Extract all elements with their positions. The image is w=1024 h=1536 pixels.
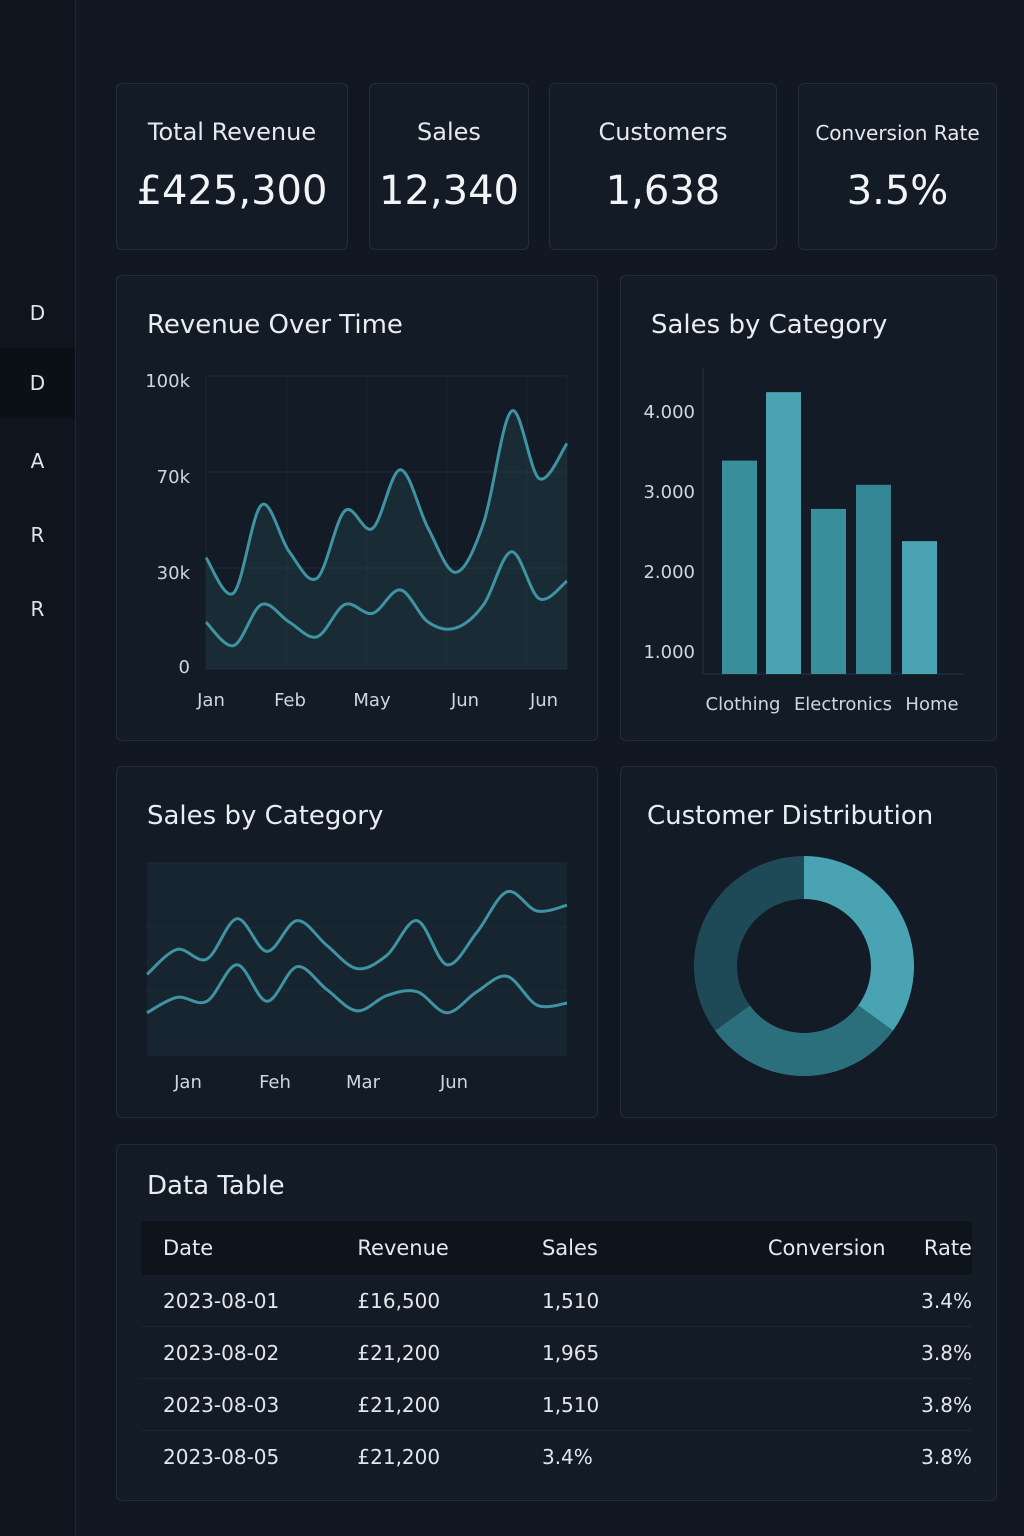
sidebar-item-3[interactable]: A	[0, 426, 75, 496]
column-header-rate[interactable]: Rate	[923, 1236, 972, 1260]
kpi-label: Customers	[598, 118, 728, 146]
x-tick-label: Jan	[196, 690, 225, 711]
column-header-revenue[interactable]: Revenue	[357, 1236, 449, 1260]
y-tick-label: 70k	[157, 467, 191, 488]
sidebar-item-2[interactable]: D	[0, 348, 75, 418]
data-table: Date Revenue Sales Conversion Rate 2023-…	[141, 1221, 972, 1482]
chart-plot-area	[147, 863, 567, 1055]
table-row[interactable]: 2023-08-03 £21,200 1,510 3.8%	[141, 1379, 972, 1431]
donut-slice	[715, 1005, 893, 1076]
kpi-label: Sales	[417, 118, 481, 146]
cell-sales: 1,510	[541, 1392, 600, 1417]
x-tick-label: Jun	[450, 690, 479, 711]
cell-date: 2023-08-02	[163, 1340, 280, 1365]
column-header-sales[interactable]: Sales	[541, 1236, 598, 1260]
kpi-label: Conversion Rate	[815, 121, 980, 145]
category-bar	[722, 460, 757, 674]
cell-revenue: £21,200	[357, 1392, 441, 1417]
kpi-value: 12,340	[379, 168, 519, 214]
cell-sales: 1,510	[541, 1288, 600, 1313]
cell-sales: 3.4%	[541, 1444, 593, 1469]
sidebar-item-label: R	[30, 597, 45, 621]
y-tick-label: 3.000	[643, 482, 695, 503]
donut-slice	[694, 856, 804, 1031]
data-table-card: Data Table Date Revenue Sales Conversion…	[116, 1144, 997, 1501]
kpi-value: 1,638	[605, 168, 721, 214]
y-tick-label: 30k	[157, 563, 191, 584]
customer-donut-chart	[694, 856, 914, 1076]
x-tick-label: Clothing	[706, 694, 781, 715]
sales-by-category-bar-card: Sales by Category 4.000 3.000 2.000 1.00…	[620, 275, 997, 741]
x-tick-label: Feb	[274, 690, 306, 711]
cell-revenue: £21,200	[357, 1444, 441, 1469]
sales-by-category-line-card: Sales by Category Jan Feh Mar Jun	[116, 766, 598, 1118]
card-title: Revenue Over Time	[147, 310, 403, 340]
cell-revenue: £21,200	[357, 1340, 441, 1365]
category-bar-chart: 4.000 3.000 2.000 1.000 Clothing Electro…	[643, 368, 963, 715]
x-tick-label: Mar	[346, 1072, 381, 1093]
category-bar	[902, 541, 937, 674]
sidebar-item-4[interactable]: R	[0, 500, 75, 570]
y-tick-label: 1.000	[643, 642, 695, 663]
sidebar-item-label: R	[30, 523, 45, 547]
sidebar-item-label: D	[29, 301, 46, 325]
category-line-chart: Jan Feh Mar Jun	[145, 862, 568, 1093]
category-series-upper	[145, 890, 568, 976]
cell-date: 2023-08-03	[163, 1392, 280, 1417]
cell-rate: 3.8%	[921, 1444, 972, 1469]
x-tick-label: Jan	[173, 1072, 202, 1093]
column-header-conversion[interactable]: Conversion	[767, 1236, 886, 1260]
y-tick-label: 4.000	[643, 402, 695, 423]
kpi-value: 3.5%	[846, 168, 949, 214]
sidebar-item-5[interactable]: R	[0, 574, 75, 644]
x-tick-label: Jun	[529, 690, 558, 711]
cell-date: 2023-08-05	[163, 1444, 280, 1469]
x-tick-label: Jun	[439, 1072, 468, 1093]
category-bar	[766, 392, 801, 674]
kpi-label: Total Revenue	[147, 118, 317, 146]
table-row[interactable]: 2023-08-01 £16,500 1,510 3.4%	[141, 1275, 972, 1327]
x-tick-label: Feh	[259, 1072, 291, 1093]
cell-revenue: £16,500	[357, 1288, 441, 1313]
table-row[interactable]: 2023-08-05 £21,200 3.4% 3.8%	[141, 1431, 972, 1482]
cell-rate: 3.8%	[921, 1340, 972, 1365]
sidebar-item-label: A	[30, 449, 45, 473]
card-title: Data Table	[147, 1171, 285, 1201]
card-title: Sales by Category	[651, 310, 888, 340]
cell-sales: 1,965	[541, 1340, 600, 1365]
cell-rate: 3.4%	[921, 1288, 972, 1313]
category-bar	[856, 484, 891, 674]
kpi-conversion-rate: Conversion Rate 3.5%	[798, 83, 997, 250]
sidebar-item-1[interactable]: D	[0, 278, 75, 348]
sidebar: D D A R R	[0, 0, 76, 1536]
cell-date: 2023-08-01	[163, 1288, 280, 1313]
table-header: Date Revenue Sales Conversion Rate	[141, 1221, 972, 1275]
column-header-date[interactable]: Date	[163, 1236, 214, 1260]
card-title: Sales by Category	[147, 801, 384, 831]
revenue-over-time-card: Revenue Over Time 100k 70k 30k 0 Jan Feb…	[116, 275, 598, 741]
revenue-series-upper	[204, 409, 569, 596]
cell-rate: 3.8%	[921, 1392, 972, 1417]
sidebar-item-label: D	[29, 371, 46, 395]
revenue-series-lower	[204, 550, 568, 648]
card-title: Customer Distribution	[647, 801, 934, 831]
donut-slice	[804, 856, 914, 1031]
revenue-area-fill	[206, 410, 567, 669]
x-tick-label: May	[353, 690, 391, 711]
revenue-chart: 100k 70k 30k 0 Jan Feb May Jun Jun	[145, 371, 569, 711]
kpi-total-revenue: Total Revenue £425,300	[116, 83, 348, 250]
kpi-value: £425,300	[136, 168, 328, 214]
table-row[interactable]: 2023-08-02 £21,200 1,965 3.8%	[141, 1327, 972, 1379]
category-bar	[811, 508, 846, 674]
kpi-customers: Customers 1,638	[549, 83, 777, 250]
x-tick-label: Electronics	[794, 694, 892, 715]
category-series-lower	[146, 963, 568, 1015]
x-tick-label: Home	[905, 694, 958, 715]
kpi-sales: Sales 12,340	[369, 83, 529, 250]
y-tick-label: 2.000	[643, 562, 695, 583]
customer-distribution-card: Customer Distribution	[620, 766, 997, 1118]
y-tick-label: 100k	[145, 371, 190, 392]
y-tick-label: 0	[179, 657, 190, 678]
